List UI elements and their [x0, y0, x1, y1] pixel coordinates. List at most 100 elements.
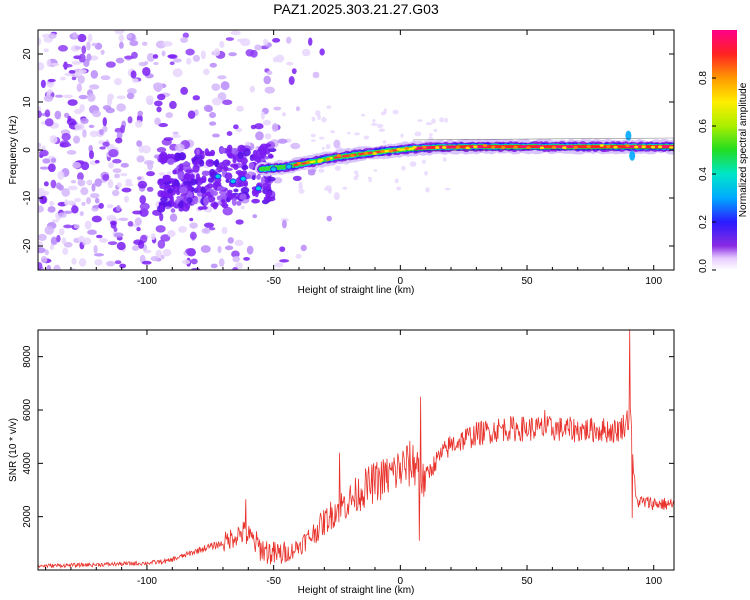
- spectral-blob: [112, 158, 122, 164]
- spectral-blob: [211, 133, 220, 138]
- ridge-fleck: [641, 145, 646, 149]
- spectral-blob: [68, 69, 76, 74]
- spectral-blob: [226, 189, 233, 194]
- ridge-core-segment: [358, 152, 366, 156]
- spectral-blob: [298, 182, 303, 187]
- spectral-blob: [43, 95, 54, 102]
- spectral-blob: [146, 52, 155, 62]
- spectral-blob: [38, 247, 46, 254]
- spectral-blob: [231, 147, 239, 156]
- spectral-blob: [251, 198, 260, 204]
- spectral-blob: [236, 38, 247, 43]
- spectral-blob: [38, 110, 42, 118]
- spectral-blob: [102, 173, 110, 181]
- spectral-blob: [239, 193, 247, 200]
- spectral-blob: [220, 81, 230, 91]
- spectral-blob: [176, 195, 185, 200]
- spectral-blob: [158, 172, 166, 176]
- spectral-blob: [116, 131, 123, 140]
- snr-ylabel: SNR (10 * v/v): [8, 418, 19, 482]
- spectral-blob: [431, 118, 436, 124]
- spectral-blob: [231, 197, 237, 207]
- spectral-blob: [167, 54, 177, 59]
- ridge-core-segment: [406, 147, 415, 151]
- spectral-blob: [217, 245, 222, 254]
- snr-ytick-label: 2000: [22, 505, 33, 528]
- spectral-blob: [46, 59, 52, 67]
- spectral-blob: [196, 191, 203, 197]
- spectral-blob: [116, 241, 126, 251]
- spectral-blob: [319, 48, 325, 56]
- spectral-blob: [279, 259, 290, 263]
- spectral-blob: [71, 76, 77, 81]
- spectral-blob: [168, 194, 173, 199]
- spectral-blob: [268, 153, 273, 159]
- spectral-blob: [222, 99, 233, 106]
- spectral-blob: [46, 264, 52, 270]
- ridge-core-segment: [293, 163, 300, 167]
- spectral-blob: [102, 141, 110, 147]
- spectral-blob: [162, 174, 171, 183]
- spectral-blob: [106, 204, 114, 209]
- spectral-blob: [218, 258, 225, 267]
- spectral-blob: [368, 179, 372, 183]
- spectral-blob: [115, 137, 123, 144]
- spectral-blob: [209, 121, 217, 126]
- spectral-blob: [86, 53, 92, 62]
- spectrogram-marks: [38, 30, 674, 270]
- ridge-outline: [413, 137, 674, 141]
- spectral-blob: [58, 212, 67, 218]
- spectral-blob: [38, 106, 42, 112]
- spectral-blob: [105, 61, 116, 68]
- spectral-blob: [51, 219, 59, 223]
- spectral-blob: [171, 134, 181, 139]
- spectral-blob: [73, 224, 80, 229]
- spectral-blob: [172, 68, 183, 78]
- ridge-fleck: [625, 144, 630, 148]
- spectral-blob: [264, 155, 270, 160]
- spectral-blob: [170, 208, 176, 213]
- ridge-fleck: [296, 161, 302, 165]
- spectral-blob: [209, 111, 217, 119]
- spectral-blob: [141, 41, 148, 46]
- spectral-blob: [172, 169, 177, 175]
- spectral-blob: [162, 248, 172, 257]
- spectral-blob: [112, 168, 122, 174]
- ridge-fleck: [586, 145, 591, 148]
- spectral-blob: [185, 169, 194, 174]
- spectral-blob: [439, 117, 445, 123]
- spectral-blob: [240, 205, 245, 210]
- spectral-blob: [99, 128, 104, 136]
- spectral-blob: [205, 105, 213, 113]
- spectral-blob: [47, 78, 56, 83]
- spectral-blob: [169, 213, 178, 222]
- spectral-blob: [182, 180, 192, 186]
- spectral-blob: [300, 244, 307, 252]
- spectral-blob: [288, 76, 295, 85]
- spectral-blob: [93, 244, 98, 254]
- ridge-fleck: [599, 144, 604, 147]
- spectral-blob: [189, 222, 198, 229]
- spectral-blob: [115, 205, 121, 212]
- spectral-blob: [123, 55, 135, 60]
- spectral-blob: [138, 144, 145, 154]
- spectral-blob: [251, 174, 256, 181]
- spectral-blob: [160, 234, 171, 242]
- spectral-blob: [256, 174, 261, 180]
- spectral-blob: [61, 237, 67, 245]
- spectral-blob: [100, 75, 111, 81]
- spectral-blob: [80, 187, 89, 196]
- ridge-fleck: [539, 146, 545, 150]
- spectral-blob: [159, 205, 164, 211]
- spectral-blob: [83, 237, 92, 245]
- spectral-blob: [225, 178, 230, 183]
- spectral-blob: [233, 188, 239, 193]
- spectral-blob: [91, 42, 97, 47]
- spectral-blob: [78, 69, 87, 74]
- ridge-core-segment: [309, 160, 316, 164]
- spectral-blob: [178, 226, 188, 233]
- spectral-blob: [222, 206, 233, 216]
- spectral-blob: [321, 146, 325, 151]
- spectral-blob: [107, 179, 114, 189]
- spectral-blob: [182, 32, 189, 39]
